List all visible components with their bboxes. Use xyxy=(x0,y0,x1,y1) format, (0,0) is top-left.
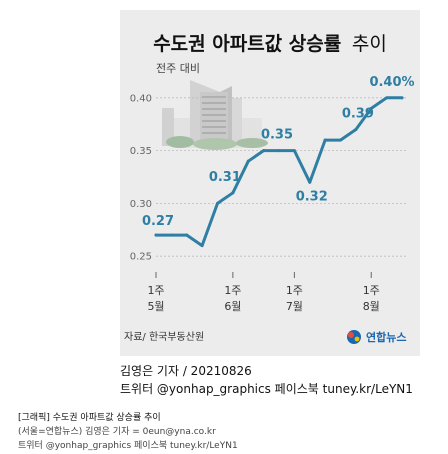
chart-title: 수도권 아파트값 상승률 추이 xyxy=(153,33,387,55)
data-label: 0.39 xyxy=(342,107,374,122)
data-label: 0.40% xyxy=(369,75,414,90)
x-tick-label: 1주 xyxy=(363,284,380,297)
data-point xyxy=(262,149,266,153)
chart-source: 자료/ 한국부동산원 xyxy=(124,331,204,343)
credits-social: 트위터 @yonhap_graphics 페이스북 tuney.kr/LeYN1 xyxy=(18,441,238,451)
yonhap-logo: 연합뉴스 xyxy=(347,330,406,344)
chart-card: 수도권 아파트값 상승률 추이 전주 대비 0.40 0.35 0.30 0.25 1… xyxy=(120,10,420,356)
grid-layer xyxy=(156,97,408,257)
y-tick-label: 0.25 xyxy=(130,252,152,263)
data-point xyxy=(216,201,219,205)
x-tick-label: 5월 xyxy=(147,300,164,313)
data-point xyxy=(231,191,235,195)
data-point xyxy=(400,96,404,100)
chart-canvas: 수도권 아파트값 상승률 추이 전주 대비 0.40 0.35 0.30 0.25 1… xyxy=(124,33,415,344)
x-axis-ticks: 1주 5월 1주 6월 1주 7월 1주 8월 xyxy=(147,272,380,313)
data-point xyxy=(169,233,173,237)
data-point xyxy=(292,149,296,153)
x-tick-label: 1주 xyxy=(147,284,164,297)
data-point xyxy=(308,180,312,184)
credits-title: [그래픽] 수도권 아파트값 상승률 추이 xyxy=(18,413,161,423)
data-point xyxy=(385,96,389,100)
apartment-illustration xyxy=(162,80,268,150)
data-label: 0.27 xyxy=(142,214,174,229)
series-points xyxy=(154,96,404,248)
x-tick-label: 7월 xyxy=(286,300,303,313)
social-caption: 트위터 @yonhap_graphics 페이스북 tuney.kr/LeYN1 xyxy=(120,382,413,396)
y-axis-ticks: 0.40 0.35 0.30 0.25 xyxy=(130,93,152,262)
y-tick-label: 0.35 xyxy=(130,146,152,157)
data-point xyxy=(154,233,158,237)
data-point xyxy=(246,159,250,163)
data-point xyxy=(200,244,204,248)
credits-byline: (서울=연합뉴스) 김영은 기자 = 0eun@yna.co.kr xyxy=(18,427,216,437)
data-label: 0.35 xyxy=(261,128,293,143)
x-tick-label: 1주 xyxy=(224,284,241,297)
data-labels: 0.27 0.31 0.35 0.32 0.39 0.40% xyxy=(142,75,415,229)
data-point xyxy=(185,233,189,237)
data-label: 0.31 xyxy=(209,170,241,185)
reporter-caption: 김영은 기자 / 20210826 xyxy=(120,364,252,378)
yonhap-logo-text: 연합뉴스 xyxy=(366,330,406,344)
chart-title-main: 수도권 아파트값 상승률 xyxy=(153,33,341,55)
data-point xyxy=(277,149,281,153)
data-point xyxy=(339,138,342,142)
data-point xyxy=(354,128,358,131)
data-label: 0.32 xyxy=(296,189,328,204)
chart-title-suffix: 추이 xyxy=(352,33,387,55)
y-tick-label: 0.30 xyxy=(130,199,152,210)
chart-subtitle: 전주 대비 xyxy=(156,62,200,75)
x-tick-label: 1주 xyxy=(286,284,303,297)
data-point xyxy=(369,106,373,110)
x-tick-label: 8월 xyxy=(363,300,380,313)
y-tick-label: 0.40 xyxy=(130,93,152,104)
x-tick-label: 6월 xyxy=(224,300,241,313)
data-point xyxy=(323,138,327,142)
